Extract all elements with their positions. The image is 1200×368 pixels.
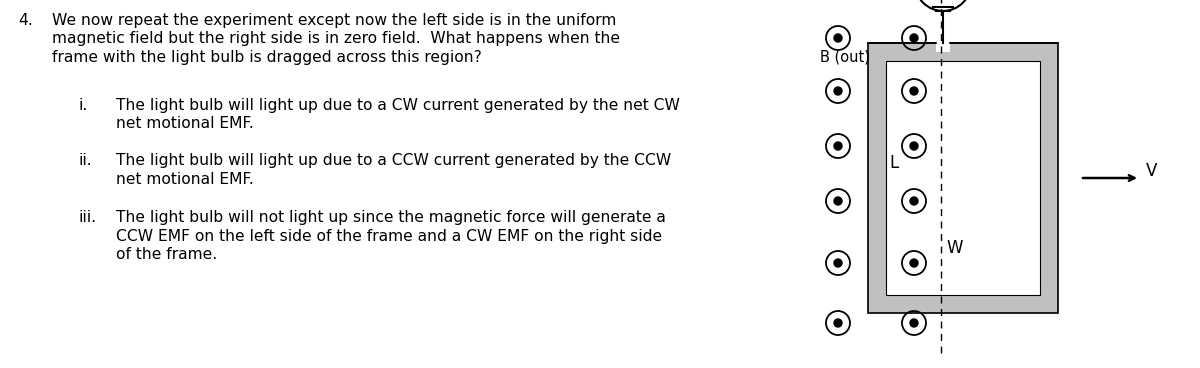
Text: The light bulb will light up due to a CW current generated by the net CW: The light bulb will light up due to a CW… xyxy=(116,98,680,113)
Circle shape xyxy=(834,197,842,205)
Circle shape xyxy=(834,87,842,95)
Circle shape xyxy=(910,87,918,95)
Text: of the frame.: of the frame. xyxy=(116,247,217,262)
Circle shape xyxy=(834,142,842,150)
Text: W: W xyxy=(946,239,962,257)
Text: L: L xyxy=(889,154,899,172)
Circle shape xyxy=(910,34,918,42)
Text: 4.: 4. xyxy=(18,13,32,28)
Circle shape xyxy=(910,259,918,267)
Circle shape xyxy=(910,197,918,205)
Bar xyxy=(936,32,950,52)
Text: i.: i. xyxy=(78,98,88,113)
Text: frame with the light bulb is dragged across this region?: frame with the light bulb is dragged acr… xyxy=(52,50,482,65)
Text: ii.: ii. xyxy=(78,153,91,168)
Text: The light bulb will light up due to a CCW current generated by the CCW: The light bulb will light up due to a CC… xyxy=(116,153,671,168)
Text: magnetic field but the right side is in zero field.  What happens when the: magnetic field but the right side is in … xyxy=(52,32,620,46)
Text: CCW EMF on the left side of the frame and a CW EMF on the right side: CCW EMF on the left side of the frame an… xyxy=(116,229,662,244)
Bar xyxy=(886,61,1040,295)
Text: B (out): B (out) xyxy=(820,50,870,65)
Text: V: V xyxy=(1146,162,1157,180)
Bar xyxy=(868,43,1058,313)
Circle shape xyxy=(834,319,842,327)
Circle shape xyxy=(910,142,918,150)
Circle shape xyxy=(834,259,842,267)
Text: net motional EMF.: net motional EMF. xyxy=(116,171,253,187)
Text: iii.: iii. xyxy=(78,210,96,225)
Text: net motional EMF.: net motional EMF. xyxy=(116,117,253,131)
Text: The light bulb will not light up since the magnetic force will generate a: The light bulb will not light up since t… xyxy=(116,210,666,225)
Circle shape xyxy=(910,319,918,327)
Circle shape xyxy=(834,34,842,42)
Text: We now repeat the experiment except now the left side is in the uniform: We now repeat the experiment except now … xyxy=(52,13,617,28)
